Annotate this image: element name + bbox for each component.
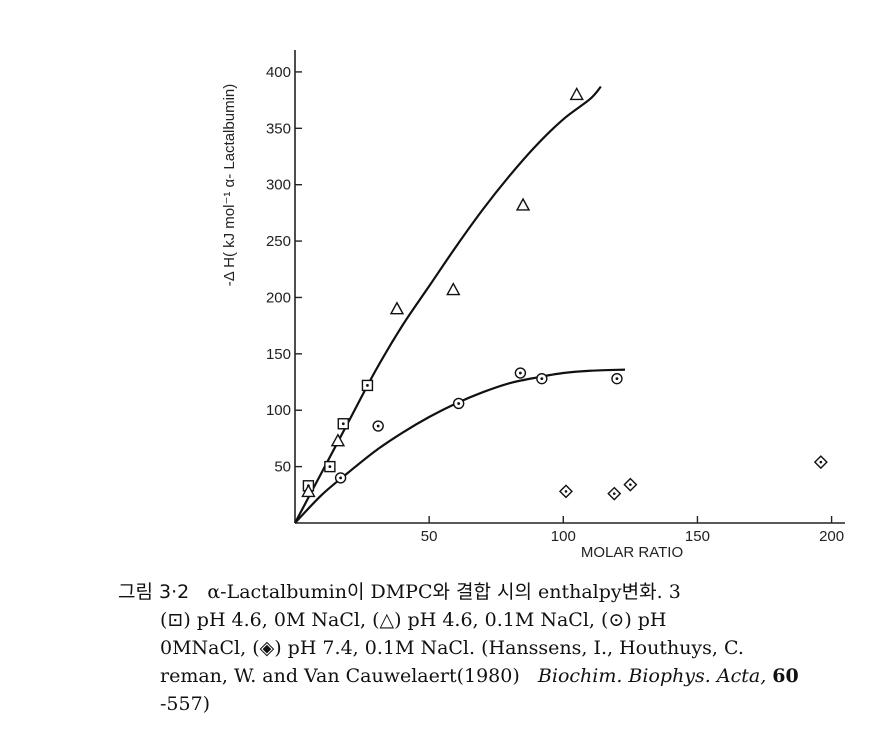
caption-line-1: 그림 3·2 α-Lactalbumin이 DMPC와 결합 시의 enthal… [118, 578, 889, 606]
chart: 50 100 150 200 50 100 150 200 250 300 350 400 MOLAR… [221, 50, 845, 561]
marker-dot [457, 402, 461, 405]
y-tick-label: 50 [274, 459, 291, 476]
data-point-triangle-6 [569, 87, 584, 101]
y-tick-label: 100 [266, 402, 291, 419]
data-point-circle-dot-2 [372, 420, 384, 432]
caption-journal: Biochim. Biophys. Acta, [537, 665, 767, 687]
fit-curve-1 [294, 85, 602, 524]
y-tick-label: 400 [266, 64, 291, 81]
data-point-circle-dot-3 [452, 397, 465, 410]
marker-dot [615, 377, 619, 381]
marker-dot [328, 465, 332, 469]
data-point-diamond-dot-2 [607, 486, 622, 501]
caption-line-3: 0MNaCl, (◈) pH 7.4, 0.1M NaCl. (Hanssens… [160, 637, 744, 659]
figure-caption: 그림 3·2 α-Lactalbumin이 DMPC와 결합 시의 enthal… [118, 578, 889, 718]
triangle-marker [301, 483, 316, 498]
caption-authors: reman, W. and Van Cauwelaert(1980) [160, 665, 520, 687]
tick-labels: 50 100 150 200 50 100 150 200 250 300 350 400 [266, 64, 844, 545]
triangle-marker [569, 87, 584, 101]
data-point-diamond-dot-1 [558, 484, 573, 499]
marker-dot [339, 476, 343, 480]
marker-dot [819, 460, 823, 464]
triangle-marker [389, 301, 405, 315]
caption-line-4: reman, W. and Van Cauwelaert(1980) Bioch… [118, 662, 889, 690]
data-point-diamond-dot-4 [813, 455, 828, 470]
marker-dot [341, 422, 345, 426]
marker-dot [629, 483, 632, 486]
data-point-triangle-2 [330, 433, 346, 447]
marker-dot [612, 492, 616, 495]
marker-dot [564, 490, 568, 493]
y-tick-label: 200 [266, 289, 291, 306]
x-tick-label: 150 [685, 528, 710, 545]
figure-number: 그림 3·2 [118, 581, 190, 603]
marker-dot [540, 377, 544, 381]
data-point-circle-dot-6 [611, 372, 623, 385]
data-point-square-dot-3 [337, 418, 349, 430]
x-tick-label: 100 [551, 528, 576, 545]
data-point-triangle-5 [515, 197, 531, 211]
data-point-circle-dot-1 [334, 472, 347, 484]
triangle-marker [446, 282, 461, 296]
data-point-diamond-dot-3 [623, 477, 638, 492]
data-point-circle-dot-5 [536, 372, 548, 385]
x-tick-label: 200 [819, 528, 844, 545]
y-axis-label: -Δ H( kJ mol⁻¹ α- Lactalbumin) [221, 84, 238, 286]
data-points [301, 87, 828, 501]
data-point-circle-dot-4 [514, 367, 527, 379]
caption-volume: 60 [772, 665, 799, 687]
fit-curves [294, 85, 626, 524]
x-axis-label: MOLAR RATIO [581, 544, 683, 561]
caption-line-2: (⊡) pH 4.6, 0M NaCl, (△) pH 4.6, 0.1M Na… [160, 609, 667, 631]
y-tick-label: 250 [266, 233, 291, 250]
y-tick-label: 350 [266, 120, 291, 137]
marker-dot [366, 384, 369, 387]
y-tick-label: 300 [266, 177, 291, 194]
triangle-marker [515, 197, 531, 211]
data-point-square-dot-4 [361, 379, 374, 392]
data-point-triangle-4 [446, 282, 461, 296]
data-point-square-dot-2 [324, 460, 336, 473]
data-point-triangle-1 [301, 483, 316, 498]
caption-line-5: -557) [160, 693, 211, 715]
caption-title: α-Lactalbumin이 DMPC와 결합 시의 enthalpy변화. 3 [207, 581, 681, 603]
y-tick-label: 150 [266, 346, 291, 363]
data-point-triangle-3 [389, 301, 405, 315]
x-tick-label: 50 [421, 528, 438, 545]
axes [294, 50, 845, 524]
triangle-marker [330, 433, 346, 447]
marker-dot [376, 424, 380, 428]
marker-dot [518, 371, 522, 375]
